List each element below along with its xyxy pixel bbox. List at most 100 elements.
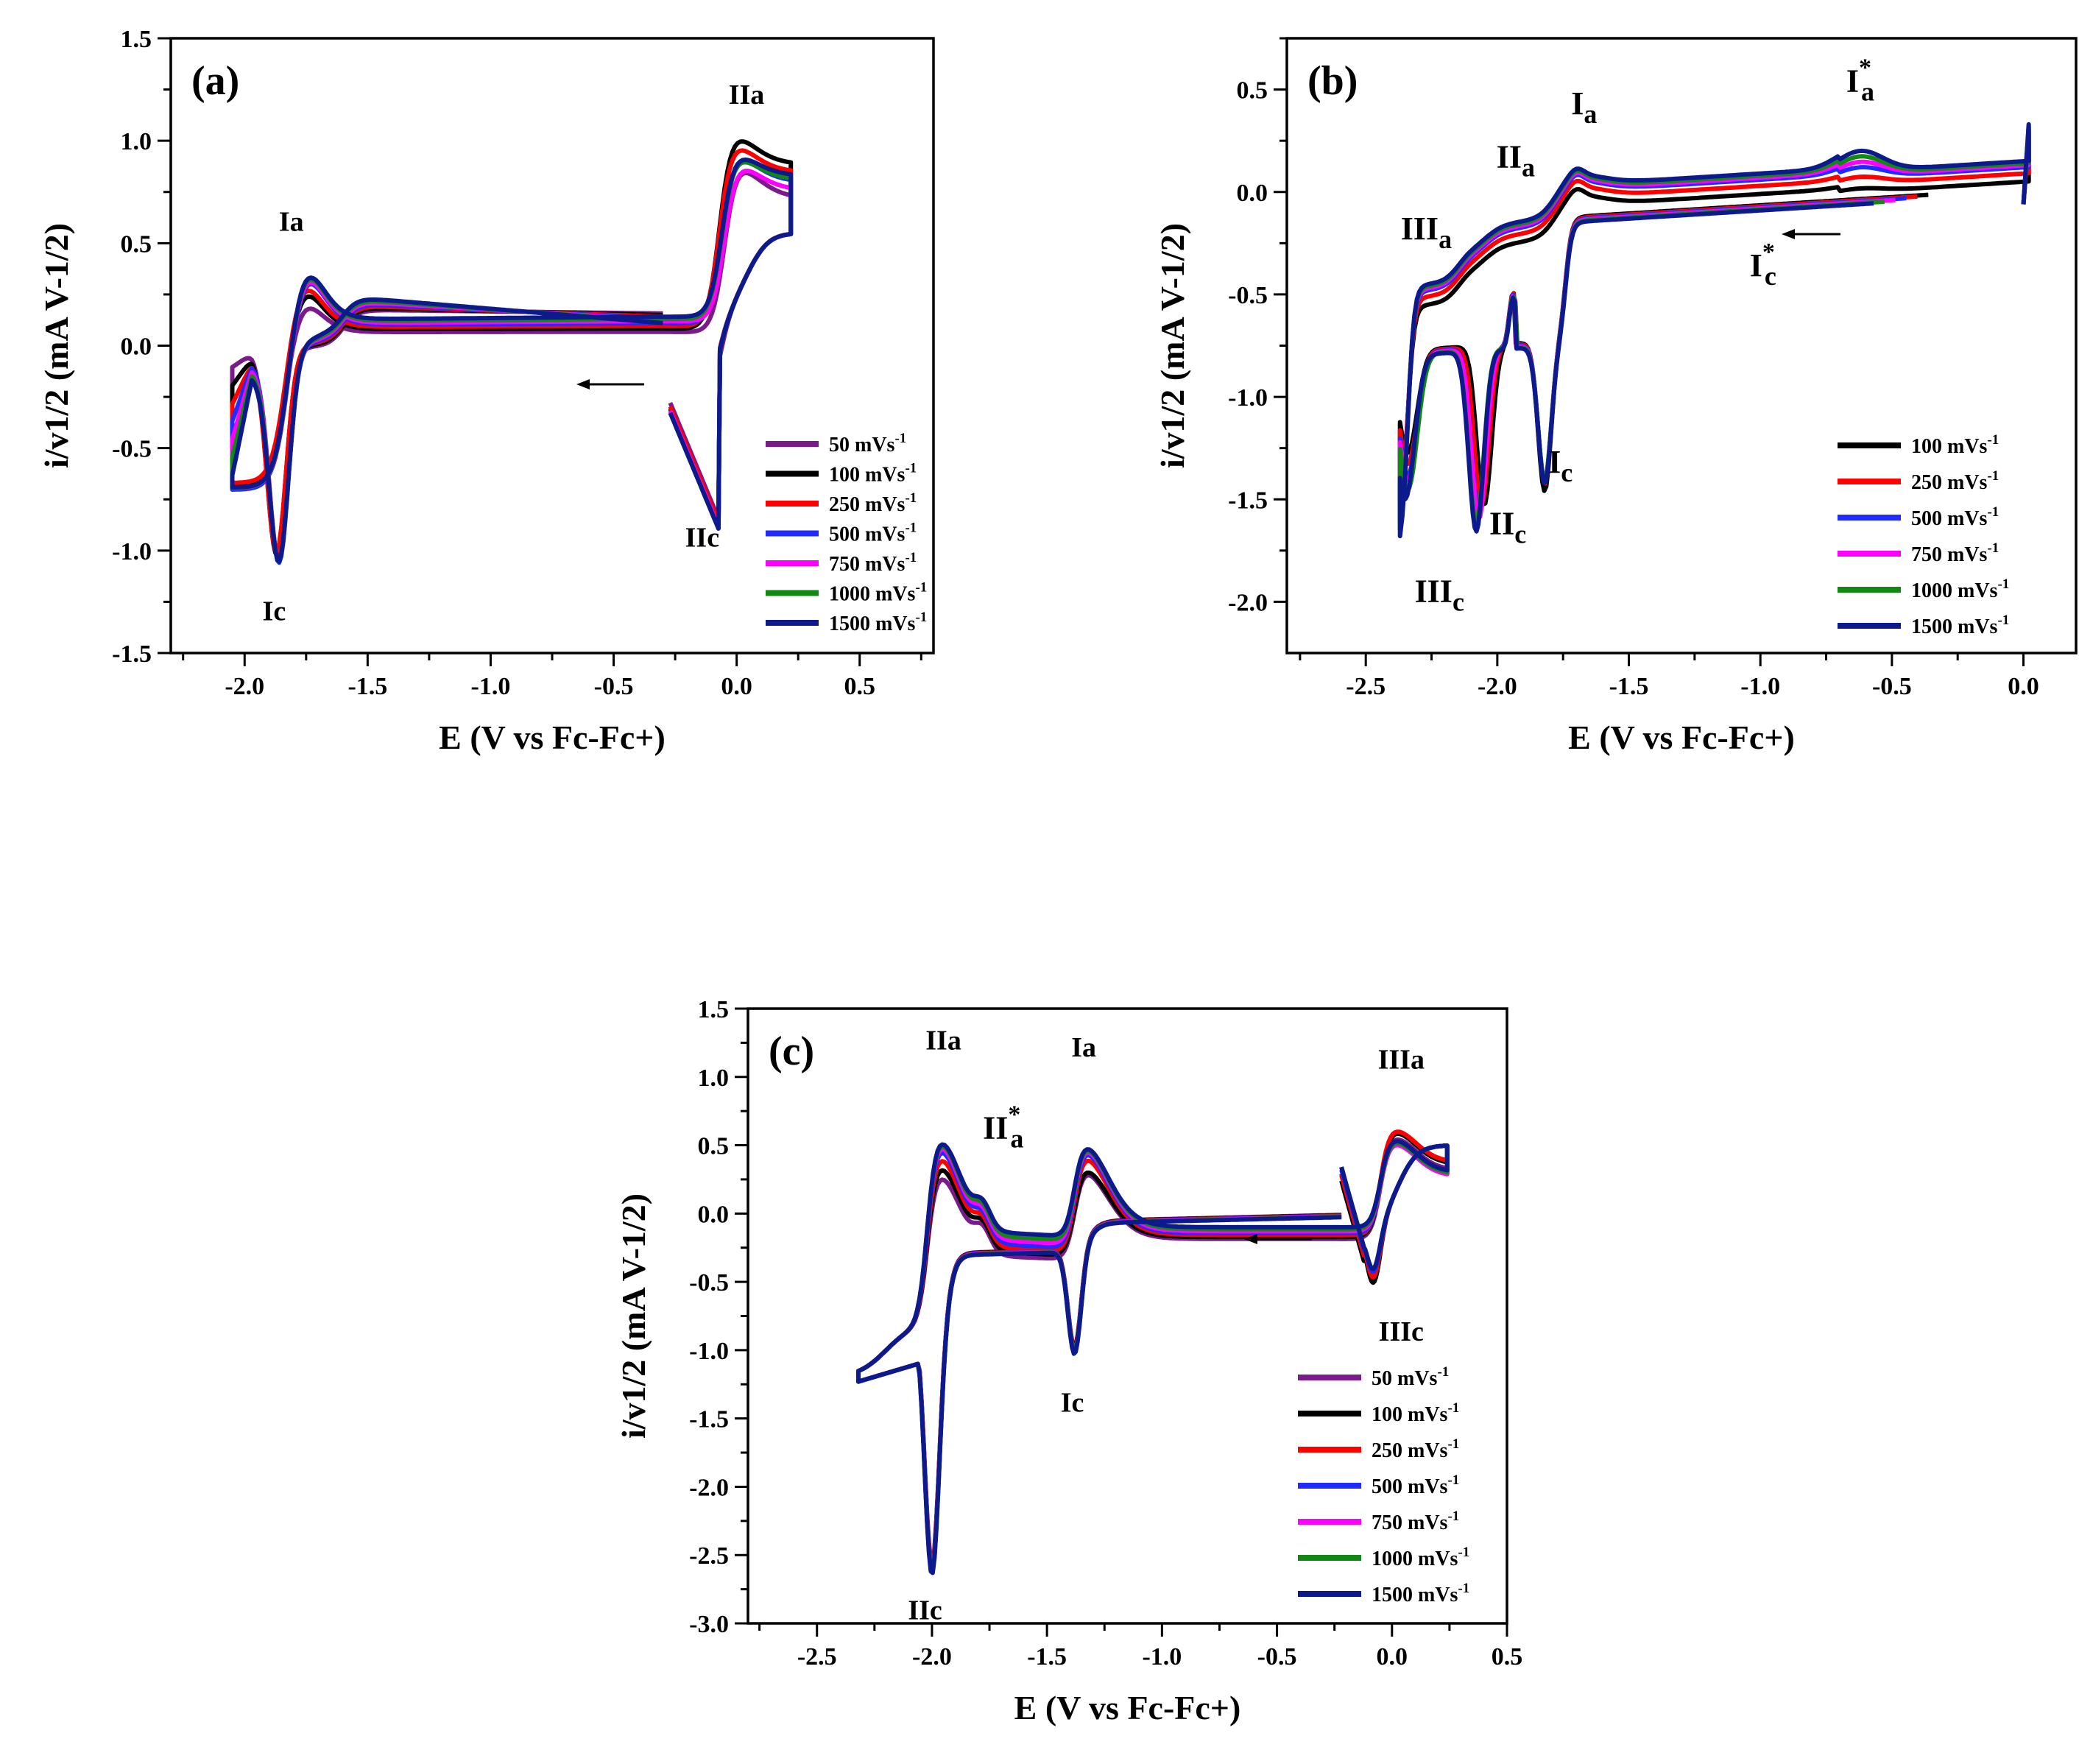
y-tick-label: 1.5 xyxy=(121,26,152,53)
legend-label-text: 500 mVs xyxy=(829,523,906,546)
legend-label-250: 250 mVs-1 xyxy=(1372,1436,1459,1462)
legend-label-500: 500 mVs-1 xyxy=(1911,504,1999,530)
scan-arrow-head xyxy=(1244,1234,1257,1244)
legend-label-100: 100 mVs-1 xyxy=(1372,1400,1459,1426)
legend-label-exponent: -1 xyxy=(1987,432,1999,448)
legend-label-750: 750 mVs-1 xyxy=(829,550,917,576)
legend-label-text: 100 mVs xyxy=(829,464,906,487)
x-tick-label: 0.0 xyxy=(1377,1643,1408,1670)
peak-label: Ia xyxy=(1071,1032,1096,1063)
y-axis-title: i/v1/2 (mA V-1/2) xyxy=(38,223,75,468)
legend-label-text: 750 mVs xyxy=(1372,1511,1448,1534)
scan-arrow-head xyxy=(576,379,590,389)
legend-label-exponent: -1 xyxy=(1447,1400,1459,1416)
peak-label: IIa xyxy=(729,80,765,110)
y-tick-label: -3.0 xyxy=(689,1611,729,1638)
y-tick-label: -2.0 xyxy=(1228,589,1268,616)
scan-arrow-head xyxy=(1782,229,1795,239)
peak-label-sub: a xyxy=(1584,99,1597,129)
legend-label-text: 1500 mVs xyxy=(1911,615,1998,638)
peak-label: Ia xyxy=(1571,85,1597,129)
legend-label-100: 100 mVs-1 xyxy=(1911,432,1999,458)
panel-label: (a) xyxy=(191,58,239,104)
legend-label-exponent: -1 xyxy=(1458,1581,1469,1596)
legend-label-50: 50 mVs-1 xyxy=(1372,1364,1449,1390)
legend-label-text: 1000 mVs xyxy=(1911,579,1998,602)
x-tick-label: -1.0 xyxy=(471,673,511,700)
legend-label-exponent: -1 xyxy=(1987,540,1999,556)
y-tick-label: 0.0 xyxy=(698,1201,730,1228)
peak-label-sub: c xyxy=(1765,261,1776,291)
peak-label-main: IIIc xyxy=(1379,1316,1424,1347)
peak-label: I* a xyxy=(1846,54,1874,106)
peak-label: IIa xyxy=(925,1026,961,1056)
y-tick-label: 0.5 xyxy=(1237,77,1268,105)
y-axis-title: i/v1/2 (mA V-1/2) xyxy=(615,1193,652,1439)
y-tick-label: -2.0 xyxy=(689,1474,729,1501)
legend-label-1500: 1500 mVs-1 xyxy=(829,610,927,635)
panel-c: -2.5 -2.0 -1.5 -1.0 -0.5 0.0 0.5 -3.0 -2.5 -2.0 -1… xyxy=(615,996,1522,1726)
cv-curve-250 xyxy=(230,148,794,554)
x-tick-label: -2.0 xyxy=(225,673,264,700)
peak-label-sub: a xyxy=(1861,77,1874,106)
y-tick-label: -1.5 xyxy=(112,641,152,668)
legend-label-exponent: -1 xyxy=(905,490,917,506)
y-tick-label: -0.5 xyxy=(1228,282,1268,309)
y-tick-label: 1.0 xyxy=(121,128,152,155)
peak-label-main: IIa xyxy=(729,80,765,110)
x-tick-label: 0.5 xyxy=(844,673,875,700)
legend-label-text: 100 mVs xyxy=(1372,1403,1448,1426)
x-tick-label: -2.5 xyxy=(797,1643,837,1670)
peak-label-main: II xyxy=(1489,506,1514,542)
peak-label-sup: * xyxy=(1859,54,1871,81)
peak-label-main: II xyxy=(983,1109,1008,1146)
peak-label: I* c xyxy=(1750,239,1776,291)
legend-label-exponent: -1 xyxy=(1997,613,2009,628)
peak-label: IIc xyxy=(685,522,719,553)
legend-label-500: 500 mVs-1 xyxy=(829,521,917,546)
x-tick-label: -0.5 xyxy=(594,673,634,700)
cv-curve-1500 xyxy=(230,157,794,564)
x-tick-label: -1.5 xyxy=(1609,673,1649,700)
peak-label: IIIc xyxy=(1379,1316,1424,1347)
y-tick-label: -1.0 xyxy=(112,538,152,565)
legend-label-text: 500 mVs xyxy=(1911,507,1988,530)
y-tick-label: 1.0 xyxy=(698,1065,730,1092)
y-tick-label: 1.5 xyxy=(698,996,730,1023)
x-tick-label: -2.5 xyxy=(1346,673,1386,700)
legend-label-exponent: -1 xyxy=(1447,1436,1459,1452)
peak-label-sup: * xyxy=(1762,239,1775,266)
legend-label-exponent: -1 xyxy=(1437,1364,1449,1380)
legend-label-text: 250 mVs xyxy=(829,493,906,516)
peak-label-main: III xyxy=(1415,573,1453,609)
peak-label: IIIa xyxy=(1378,1045,1425,1076)
x-tick-label: 0.0 xyxy=(721,673,752,700)
peak-label-main: IIc xyxy=(685,522,719,553)
peak-label-main: III xyxy=(1401,211,1439,247)
peak-label: Ic xyxy=(1061,1387,1084,1418)
x-axis-title: E (V vs Fc-Fc+) xyxy=(1014,1689,1241,1726)
y-axis-title: i/v1/2 (mA V-1/2) xyxy=(1154,223,1191,468)
legend-label-text: 100 mVs xyxy=(1911,435,1988,458)
x-axis-title: E (V vs Fc-Fc+) xyxy=(1568,719,1795,756)
legend-label-text: 1500 mVs xyxy=(829,613,916,635)
peak-label: IIIc xyxy=(1415,573,1464,616)
legend-label-exponent: -1 xyxy=(1997,576,2009,592)
y-tick-label: -0.5 xyxy=(689,1269,729,1296)
panel-b: -2.5 -2.0 -1.5 -1.0 -0.5 0.0 -2.0 -1.5 -1.0 -0.5 0… xyxy=(1154,37,2078,756)
peak-label: IIc xyxy=(1489,506,1526,549)
legend-label-1500: 1500 mVs-1 xyxy=(1911,613,2009,638)
y-tick-label: -0.5 xyxy=(112,436,152,463)
peak-label-main: Ic xyxy=(263,596,286,627)
legend-label-exponent: -1 xyxy=(905,461,917,476)
x-tick-label: 0.5 xyxy=(1492,1643,1523,1670)
legend-label-text: 750 mVs xyxy=(1911,543,1988,566)
peak-label-main: I xyxy=(1571,85,1584,121)
curves-b xyxy=(1397,121,2031,539)
x-tick-label: -1.0 xyxy=(1142,1643,1182,1670)
legend-label-750: 750 mVs-1 xyxy=(1372,1509,1459,1534)
